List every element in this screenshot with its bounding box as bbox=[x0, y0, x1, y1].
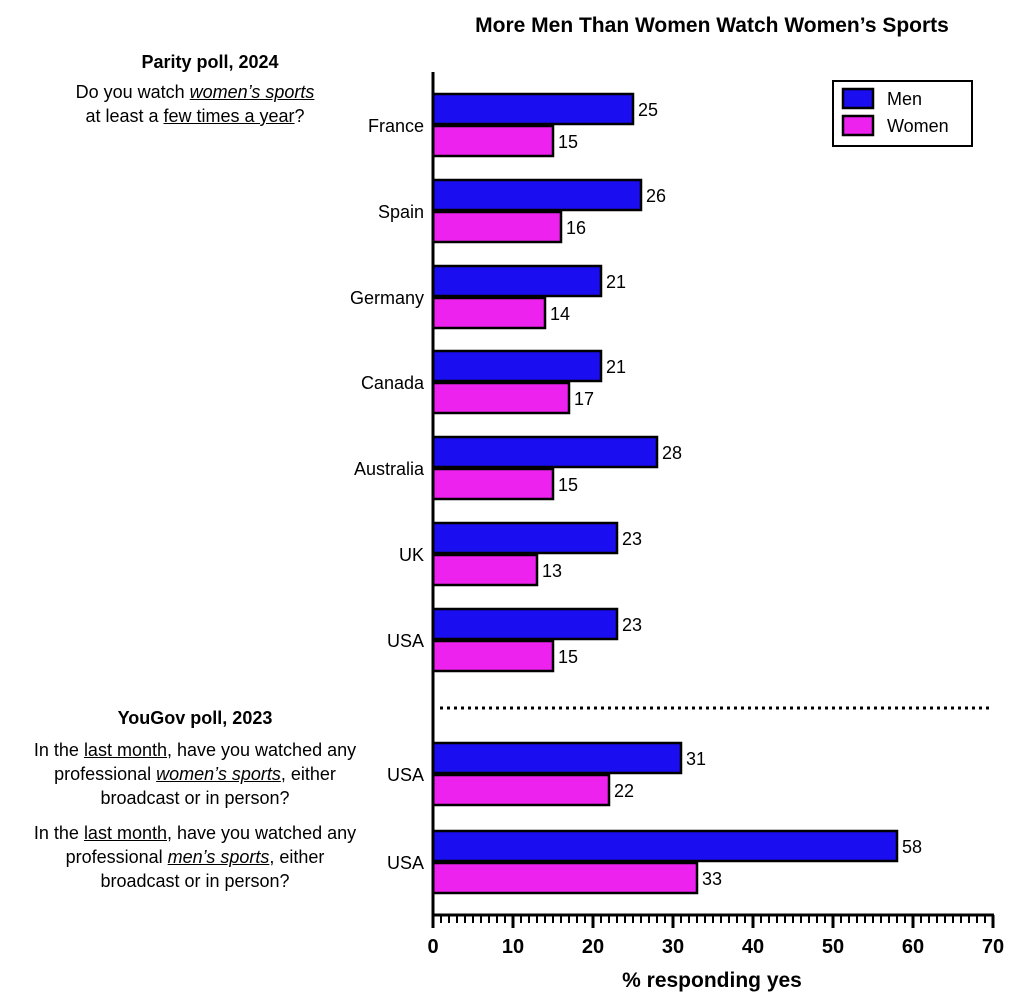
women-bar bbox=[431, 124, 555, 158]
bar-value-label: 58 bbox=[902, 837, 922, 857]
women-bar bbox=[431, 861, 699, 895]
women-bar bbox=[431, 773, 611, 807]
bar-value-label: 16 bbox=[566, 218, 586, 238]
bar-value-label: 15 bbox=[558, 132, 578, 152]
bar-value-label: 26 bbox=[646, 186, 666, 206]
category-label: Germany bbox=[350, 288, 424, 308]
legend-box bbox=[832, 80, 973, 147]
women-bar bbox=[431, 467, 555, 501]
women-legend-swatch bbox=[841, 114, 875, 137]
bar-value-label: 28 bbox=[662, 443, 682, 463]
bar-value-label: 15 bbox=[558, 475, 578, 495]
women-bar bbox=[431, 553, 539, 587]
q-text: ? bbox=[294, 106, 305, 126]
yougov-q2-line-3: broadcast or in person? bbox=[100, 871, 290, 891]
bar-value-label: 33 bbox=[702, 869, 722, 889]
parity-poll-heading: Parity poll, 2024 bbox=[141, 52, 279, 72]
yougov-q1-line-2: professional women’s sports, either bbox=[10, 762, 380, 786]
men-bar bbox=[431, 178, 643, 212]
bar-value-label: 23 bbox=[622, 529, 642, 549]
category-label: USA bbox=[387, 631, 424, 651]
legend-label: Women bbox=[887, 116, 949, 136]
x-tick-label: 20 bbox=[582, 936, 604, 958]
yougov-q2-line-1: In the last month, have you watched any bbox=[10, 821, 380, 845]
parity-poll-question: Do you watch women’s sports at least a f… bbox=[20, 80, 370, 128]
women-bar bbox=[431, 639, 555, 673]
men-bar bbox=[431, 435, 659, 469]
men-bar bbox=[431, 264, 603, 298]
q-emphasis: women’s sports bbox=[156, 764, 281, 784]
bar-value-label: 13 bbox=[542, 561, 562, 581]
yougov-question-2: In the last month, have you watched any … bbox=[10, 821, 380, 893]
yougov-q2-line-2: professional men’s sports, either bbox=[10, 845, 380, 869]
yougov-question-1: In the last month, have you watched any … bbox=[10, 738, 380, 810]
category-label: Australia bbox=[354, 459, 425, 479]
bar-value-label: 22 bbox=[614, 781, 634, 801]
x-tick-label: 50 bbox=[822, 936, 844, 958]
parity-question-line-1: Do you watch women’s sports bbox=[20, 80, 370, 104]
bar-value-label: 25 bbox=[638, 100, 658, 120]
q-text: professional bbox=[65, 847, 168, 867]
men-bar bbox=[431, 349, 603, 383]
x-axis-title: % responding yes bbox=[622, 969, 802, 992]
q-emphasis: last month bbox=[83, 823, 167, 843]
men-bar bbox=[431, 521, 619, 555]
bar-value-label: 17 bbox=[574, 389, 594, 409]
category-label: USA bbox=[387, 853, 424, 873]
category-label: France bbox=[368, 116, 424, 136]
q-text: at least a bbox=[85, 106, 164, 126]
yougov-poll-heading: YouGov poll, 2023 bbox=[117, 708, 273, 728]
q-emphasis: women’s sports bbox=[189, 82, 315, 102]
men-bar bbox=[431, 829, 899, 863]
q-text: , have you watched any bbox=[166, 823, 357, 843]
bar-value-label: 15 bbox=[558, 647, 578, 667]
category-label: Canada bbox=[361, 373, 425, 393]
q-text: professional bbox=[54, 764, 157, 784]
category-label: USA bbox=[387, 765, 424, 785]
q-emphasis: men’s sports bbox=[167, 847, 270, 867]
x-tick-label: 30 bbox=[662, 936, 684, 958]
men-bar bbox=[431, 92, 635, 126]
legend-label: Men bbox=[887, 89, 922, 109]
q-text: In the bbox=[33, 823, 84, 843]
yougov-q1-line-1: In the last month, have you watched any bbox=[10, 738, 380, 762]
bar-value-label: 21 bbox=[606, 357, 626, 377]
women-bar bbox=[431, 381, 571, 415]
bar-value-label: 21 bbox=[606, 272, 626, 292]
x-tick-label: 60 bbox=[902, 936, 924, 958]
yougov-q1-line-3: broadcast or in person? bbox=[100, 788, 290, 808]
men-legend-swatch bbox=[841, 87, 875, 110]
men-bar bbox=[431, 607, 619, 641]
q-text: In the bbox=[33, 740, 84, 760]
x-tick-label: 40 bbox=[742, 936, 764, 958]
q-emphasis: few times a year bbox=[163, 106, 295, 126]
bar-value-label: 31 bbox=[686, 749, 706, 769]
parity-question-line-2: at least a few times a year? bbox=[20, 104, 370, 128]
men-bar bbox=[431, 741, 683, 775]
q-text: , either bbox=[269, 847, 325, 867]
q-text: , either bbox=[280, 764, 336, 784]
q-text: , have you watched any bbox=[166, 740, 357, 760]
x-tick-label: 0 bbox=[427, 936, 438, 958]
category-label: Spain bbox=[378, 202, 424, 222]
q-emphasis: last month bbox=[83, 740, 167, 760]
x-tick-label: 10 bbox=[502, 936, 524, 958]
bar-value-label: 23 bbox=[622, 615, 642, 635]
category-label: UK bbox=[399, 545, 424, 565]
q-text: Do you watch bbox=[75, 82, 190, 102]
chart-title: More Men Than Women Watch Women’s Sports bbox=[475, 14, 949, 37]
x-tick-label: 70 bbox=[982, 936, 1004, 958]
women-bar bbox=[431, 296, 547, 330]
bar-value-label: 14 bbox=[550, 304, 570, 324]
women-bar bbox=[431, 210, 563, 244]
